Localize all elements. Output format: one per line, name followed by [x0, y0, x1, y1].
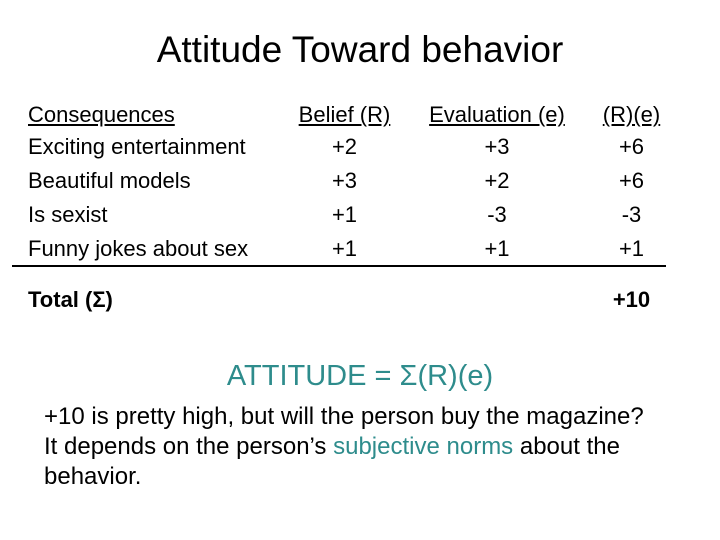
- table-row: Exciting entertainment +2 +3 +6: [12, 130, 666, 164]
- table-header-row: Consequences Belief (R) Evaluation (e) (…: [12, 100, 666, 130]
- consequence-cell: Exciting entertainment: [28, 134, 246, 159]
- table-row: Is sexist +1 -3 -3: [12, 198, 666, 232]
- column-header-label: (R)(e): [602, 102, 661, 127]
- note-line-2: It depends on the person’s subjective no…: [44, 432, 694, 462]
- attitude-formula: ATTITUDE = Σ(R)(e): [226, 360, 494, 392]
- consequence-cell: Is sexist: [28, 202, 108, 227]
- belief-cell: +3: [331, 168, 358, 193]
- consequence-cell: Beautiful models: [28, 168, 191, 193]
- evaluation-cell: +2: [484, 168, 510, 193]
- column-header-belief: Belief (R): [292, 100, 397, 130]
- belief-cell: +1: [331, 235, 358, 261]
- column-header-label: Consequences: [28, 102, 175, 127]
- attitude-table: Consequences Belief (R) Evaluation (e) (…: [12, 100, 666, 267]
- total-label: Total (Σ): [28, 287, 113, 312]
- note-line-2-post: about the: [513, 433, 620, 460]
- total-row: Total (Σ) +10: [12, 287, 666, 313]
- total-value: +10: [612, 287, 651, 312]
- column-header-evaluation: Evaluation (e): [397, 100, 597, 130]
- table-row: Beautiful models +3 +2 +6: [12, 164, 666, 198]
- product-cell: +6: [618, 168, 645, 193]
- evaluation-cell: +1: [484, 235, 510, 261]
- note-paragraph: +10 is pretty high, but will the person …: [44, 402, 694, 492]
- evaluation-cell: -3: [487, 202, 507, 227]
- table-row: Funny jokes about sex +1 +1 +1: [12, 232, 666, 266]
- note-line-1: +10 is pretty high, but will the person …: [44, 403, 644, 430]
- subjective-norms-highlight: subjective norms: [333, 433, 514, 460]
- product-cell: -3: [621, 202, 642, 227]
- column-header-label: Belief (R): [298, 102, 391, 127]
- column-header-consequences: Consequences: [12, 100, 292, 130]
- note-line-2-pre: It depends on the person’s: [44, 433, 334, 460]
- belief-cell: +2: [331, 134, 358, 159]
- note-line-3: behavior.: [44, 463, 142, 490]
- column-header-label: Evaluation (e): [429, 102, 565, 127]
- evaluation-cell: +3: [484, 134, 510, 159]
- belief-cell: +1: [331, 202, 358, 227]
- column-header-product: (R)(e): [597, 100, 666, 130]
- product-cell: +6: [618, 134, 645, 159]
- consequence-cell: Funny jokes about sex: [28, 235, 249, 261]
- slide-title: Attitude Toward behavior: [156, 29, 564, 70]
- product-cell: +1: [618, 235, 645, 261]
